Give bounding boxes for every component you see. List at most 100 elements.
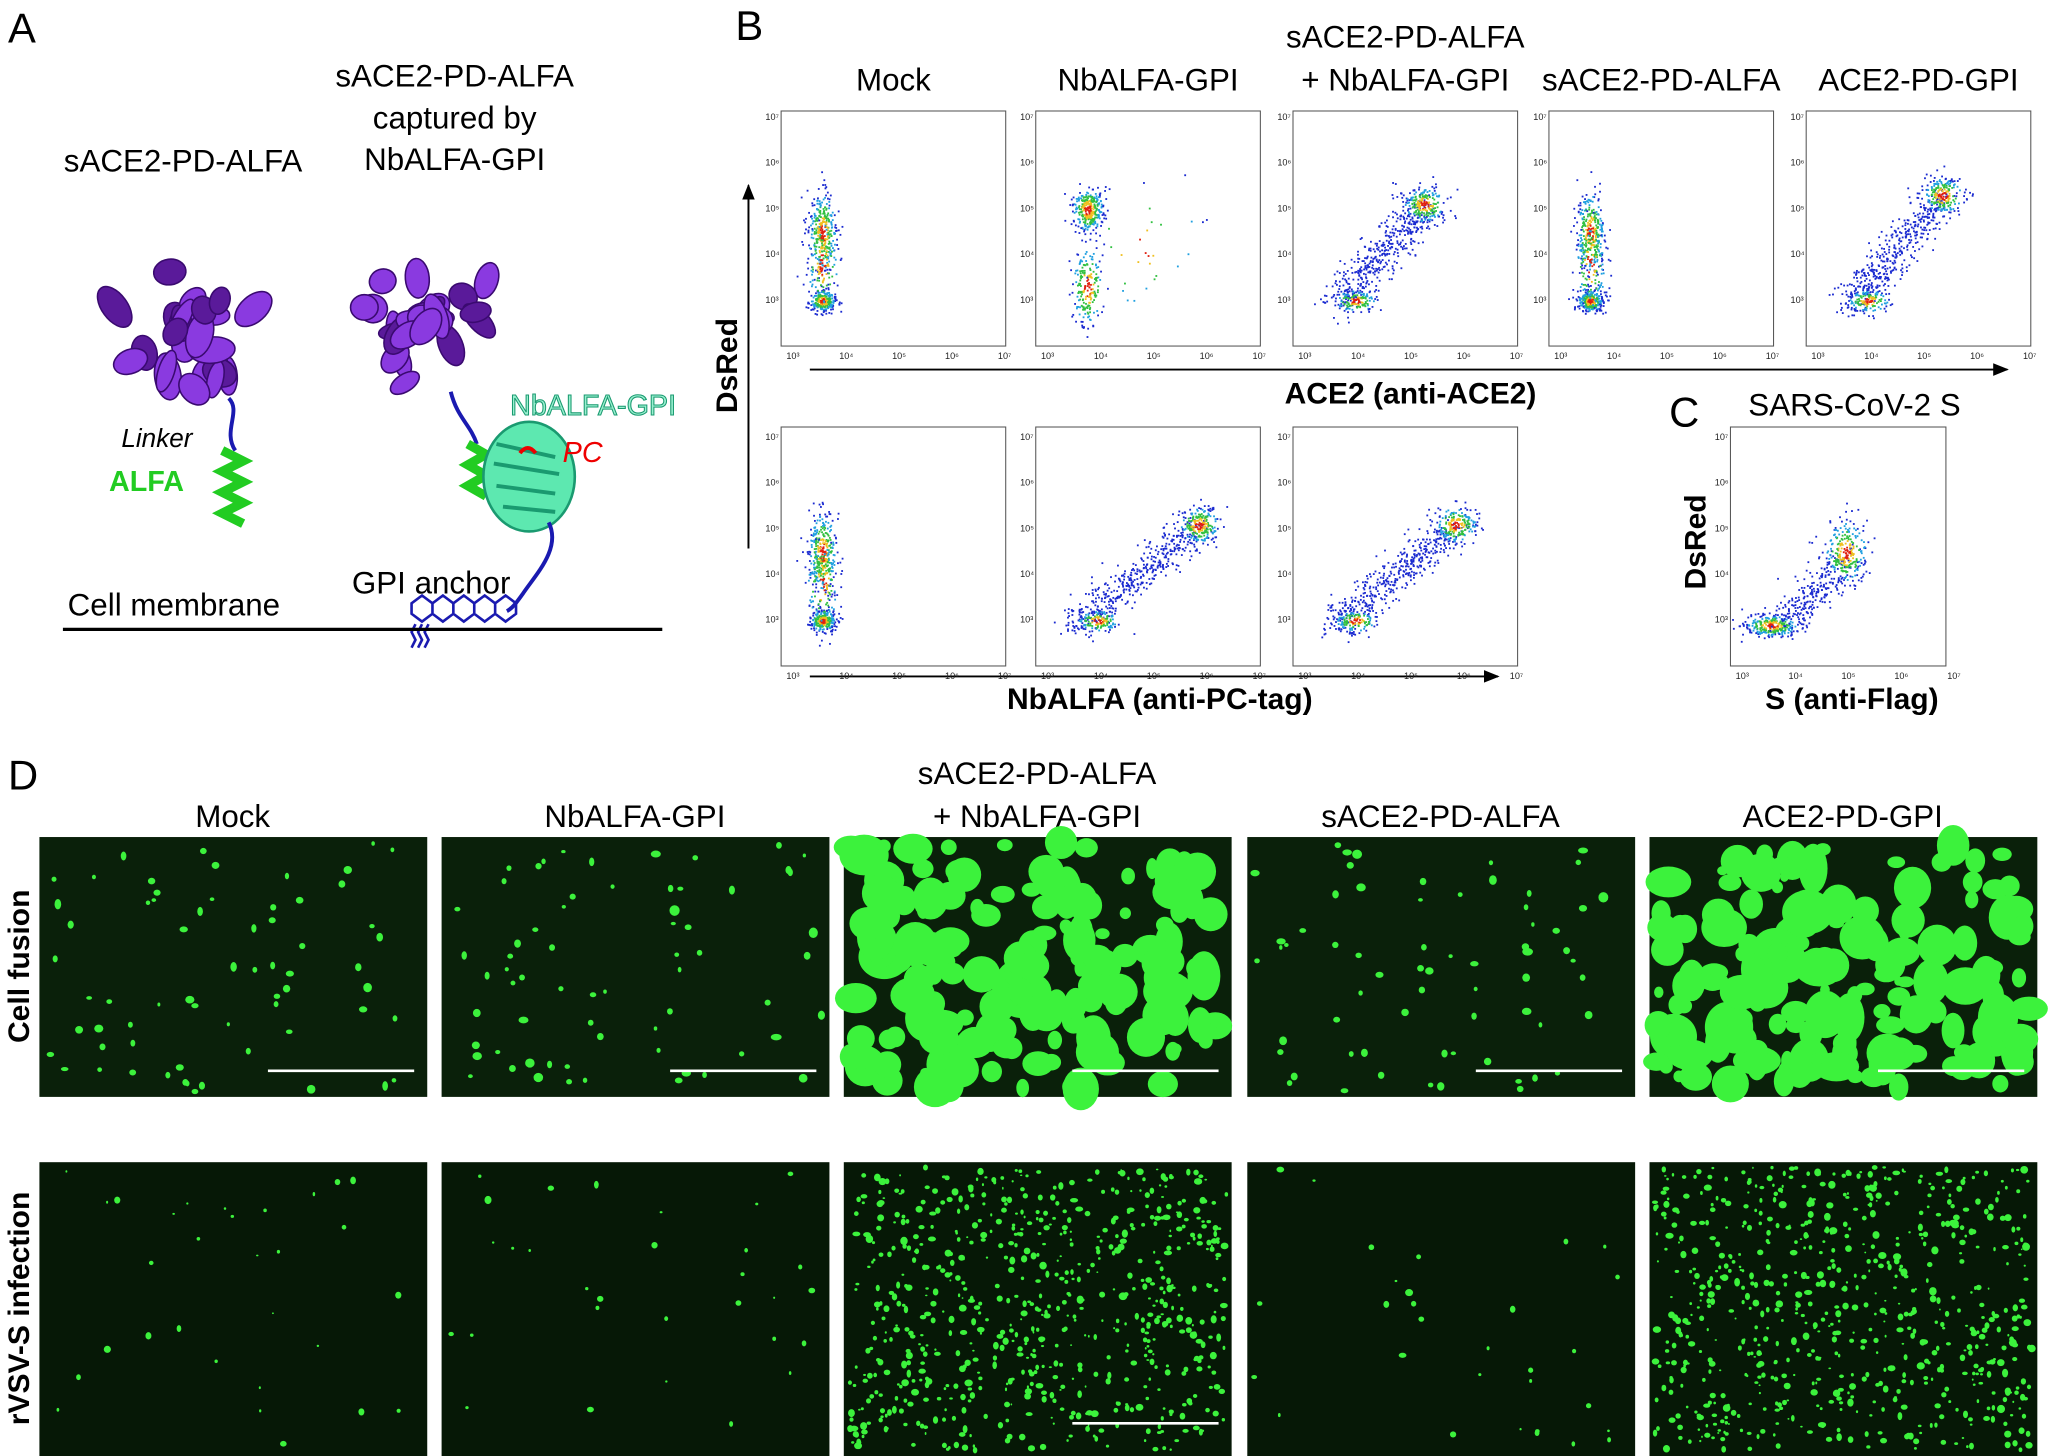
event-dot <box>827 231 830 234</box>
event-dot <box>1128 579 1131 582</box>
event-dot <box>1087 282 1089 285</box>
event-dot <box>1082 215 1085 218</box>
event-dot <box>1080 625 1083 628</box>
event-dot <box>819 571 822 574</box>
event-dot <box>1599 302 1602 305</box>
event-dot <box>1940 199 1943 202</box>
event-dot <box>809 551 812 554</box>
event-dot <box>1600 272 1603 275</box>
event-dot <box>1423 200 1426 203</box>
y-tick-label: 10⁵ <box>765 523 779 533</box>
event-dot <box>1864 302 1866 305</box>
event-dot <box>823 578 826 580</box>
event-dot <box>1099 200 1102 202</box>
event-dot <box>1878 257 1881 259</box>
event-dot <box>832 562 834 565</box>
event-dot <box>1934 207 1937 210</box>
event-dot <box>827 564 829 567</box>
event-dot <box>821 225 823 228</box>
event-dot <box>1416 217 1419 219</box>
event-dot <box>831 626 834 628</box>
event-dot <box>1076 307 1078 310</box>
event-dot <box>1584 259 1586 261</box>
event-dot <box>822 231 825 233</box>
event-dot <box>816 208 819 211</box>
x-tick-label: 10³ <box>786 671 799 681</box>
event-dot <box>1871 286 1873 289</box>
event-dot <box>1078 206 1080 209</box>
event-dot <box>1388 240 1391 243</box>
event-dot <box>1385 225 1388 227</box>
event-dot <box>1585 289 1587 291</box>
event-dot <box>1162 536 1165 539</box>
event-dot <box>823 235 826 237</box>
event-dot <box>815 547 818 550</box>
event-dot <box>1965 198 1968 200</box>
event-dot <box>1433 224 1436 226</box>
event-dot <box>828 204 831 207</box>
event-dot <box>1094 294 1097 297</box>
event-dot <box>1943 165 1946 168</box>
event-dot <box>1850 306 1853 309</box>
event-dot <box>1933 202 1936 205</box>
event-dot <box>1946 190 1949 193</box>
event-dot <box>1088 286 1091 289</box>
event-dot <box>1949 185 1951 187</box>
event-dot <box>835 618 838 621</box>
event-dot <box>1074 272 1077 275</box>
event-dot <box>1080 608 1083 610</box>
event-dot <box>1413 240 1416 243</box>
event-dot <box>1090 214 1093 217</box>
event-dot <box>1378 259 1381 262</box>
event-dot <box>1093 198 1095 201</box>
event-dot <box>1863 286 1866 289</box>
event-dot <box>827 287 830 290</box>
event-dot <box>1083 269 1086 272</box>
event-dot <box>1875 291 1878 294</box>
event-dot <box>1587 256 1590 258</box>
event-dot <box>820 254 823 257</box>
event-dot <box>1860 303 1863 305</box>
event-dot <box>834 298 837 301</box>
event-dot <box>1169 550 1172 552</box>
event-dot <box>825 532 828 535</box>
event-dot <box>1077 306 1080 308</box>
event-dot <box>1348 307 1351 310</box>
event-dot <box>1355 296 1358 299</box>
event-dot <box>1365 268 1368 271</box>
event-dot <box>1867 287 1870 290</box>
event-dot <box>815 634 818 636</box>
event-dot <box>1136 544 1139 547</box>
event-dot <box>1893 246 1896 249</box>
event-dot <box>828 268 831 271</box>
event-dot <box>1427 225 1430 228</box>
event-dot <box>814 294 817 297</box>
event-dot <box>1081 203 1084 206</box>
event-dot <box>825 539 828 541</box>
event-dot <box>1880 230 1883 233</box>
event-dot <box>1072 219 1075 222</box>
event-dot <box>819 272 821 274</box>
event-dot <box>1352 298 1355 301</box>
event-dot <box>1584 225 1587 227</box>
event-dot <box>1106 584 1109 586</box>
event-dot <box>1599 243 1602 245</box>
event-dot <box>1405 197 1408 200</box>
event-dot <box>1593 216 1596 218</box>
event-dot <box>1411 220 1414 223</box>
event-dot <box>1364 297 1367 300</box>
event-dot <box>1406 198 1409 201</box>
event-dot <box>1438 194 1441 197</box>
event-dot <box>1576 244 1579 247</box>
event-dot <box>835 625 838 628</box>
event-dot <box>826 533 829 536</box>
event-dot <box>1869 256 1872 259</box>
event-dot <box>819 574 822 577</box>
event-dot <box>1587 302 1589 305</box>
event-dot <box>1903 259 1906 262</box>
event-dot <box>1920 232 1923 235</box>
event-dot <box>819 211 822 214</box>
event-dot <box>1916 192 1919 195</box>
event-dot <box>1426 191 1429 193</box>
event-dot <box>1928 216 1931 219</box>
